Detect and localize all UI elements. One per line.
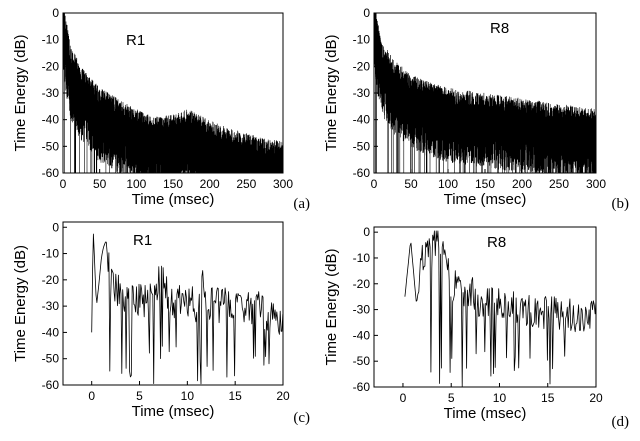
x-tick-label: 150 [475,177,495,191]
panel-label: (b) [612,196,630,212]
y-tick-label: -10 [42,247,60,261]
x-tick-label: 10 [181,389,195,403]
y-tick-label: -40 [353,113,371,127]
x-tick-label: 50 [93,177,107,191]
y-tick-label: -40 [42,113,60,127]
panel-label: (c) [293,410,310,426]
panel-c: 0 5 10 15 20 0 -10 -20 -30 -40 -50 -60 Time (msec) Ti… [12,220,310,426]
x-tick-label: 5 [136,389,143,403]
y-tick-label: 0 [52,6,59,20]
x-tick-label: 150 [163,177,183,191]
y-axis-label: Time Energy (dB) [12,35,29,152]
plot-frame [373,226,597,388]
y-axis-label: Time Energy (dB) [323,35,340,152]
chart-title: R8 [490,20,509,37]
x-tick-label: 200 [512,177,532,191]
panel-d: 0 5 10 15 20 0 -10 -20 -30 -40 -50 -60 Time (msec) Ti… [323,225,629,430]
x-tick-label: 250 [236,177,256,191]
y-tick-label: -50 [353,139,371,153]
x-tick-label: 0 [371,177,378,191]
y-tick-label: 0 [363,6,370,20]
x-tick-label: 200 [200,177,220,191]
x-tick-label: 300 [586,177,606,191]
series-line [373,13,597,173]
x-tick-label: 300 [273,177,293,191]
y-tick-label: -60 [353,380,371,394]
x-tick-label: 50 [404,177,418,191]
panel-label: (d) [612,414,630,430]
plot-frame [62,221,284,386]
y-tick-label: -10 [42,33,60,47]
y-tick-label: -60 [42,378,60,392]
chart-title: R8 [487,234,506,251]
series-line [62,13,284,173]
y-tick-label: -40 [42,325,60,339]
y-tick-label: -30 [353,303,371,317]
y-tick-label: -50 [42,139,60,153]
y-tick-label: -40 [353,328,371,342]
chart-title: R1 [133,232,152,249]
x-tick-label: 0 [400,391,407,405]
y-tick-label: 0 [52,220,59,234]
y-tick-label: -10 [353,251,371,265]
y-tick-label: -60 [42,166,60,180]
x-axis-label: Time (msec) [444,191,527,208]
x-tick-label: 0 [60,177,67,191]
y-tick-label: -10 [353,33,371,47]
x-tick-label: 15 [541,391,555,405]
x-tick-label: 10 [493,391,507,405]
x-tick-label: 100 [126,177,146,191]
y-tick-label: -30 [42,86,60,100]
y-tick-label: -20 [42,59,60,73]
y-tick-label: -20 [42,273,60,287]
y-tick-label: -60 [353,166,371,180]
y-axis-label: Time Energy (dB) [323,249,340,366]
x-tick-label: 5 [448,391,455,405]
series-line [404,230,597,387]
y-tick-label: 0 [363,225,370,239]
y-tick-label: -50 [353,354,371,368]
series-line [91,233,284,385]
x-tick-label: 15 [228,389,242,403]
x-tick-label: 20 [276,389,290,403]
y-tick-label: -30 [353,86,371,100]
x-axis-label: Time (msec) [132,403,215,420]
x-tick-label: 20 [589,391,603,405]
panel-b: 0 50 100 150 200 250 300 0 -10 -20 -30 -40 -50 -60 Tim… [323,6,629,212]
x-tick-label: 0 [88,389,95,403]
y-axis-label: Time Energy (dB) [12,245,29,362]
x-axis-label: Time (msec) [132,191,215,208]
x-tick-label: 100 [438,177,458,191]
y-tick-label: -50 [42,352,60,366]
chart-title: R1 [126,32,145,49]
x-axis-label: Time (msec) [444,405,527,422]
y-tick-label: -30 [42,299,60,313]
x-tick-label: 250 [549,177,569,191]
panel-label: (a) [293,196,310,212]
panel-a: 0 50 100 150 200 250 300 0 -10 -20 -30 -40 -50 -60 Tim… [12,6,310,212]
y-tick-label: -20 [353,277,371,291]
y-tick-label: -20 [353,59,371,73]
